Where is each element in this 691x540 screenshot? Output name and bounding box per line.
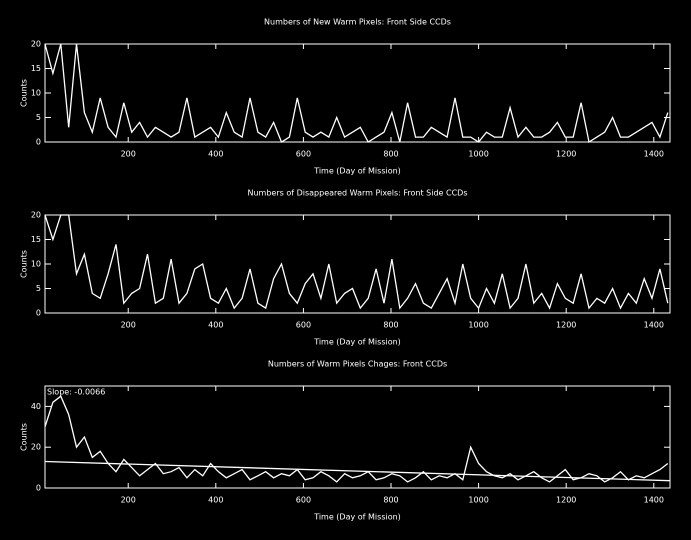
y-axis-label: Counts xyxy=(20,250,29,278)
x-axis-label: Time (Day of Mission) xyxy=(313,167,401,176)
x-tick-label: 400 xyxy=(208,321,223,330)
x-tick-label: 1200 xyxy=(556,321,576,330)
x-tick-label: 600 xyxy=(296,496,311,505)
plot-frame xyxy=(44,43,671,143)
x-tick-label: 1200 xyxy=(556,496,576,505)
x-tick-label: 600 xyxy=(296,150,311,159)
plot-frame xyxy=(44,214,671,314)
y-tick-label: 5 xyxy=(36,284,41,293)
x-tick-label: 200 xyxy=(121,321,136,330)
x-tick-label: 1000 xyxy=(468,496,488,505)
x-tick-label: 200 xyxy=(121,150,136,159)
y-tick-label: 20 xyxy=(31,40,41,49)
y-tick-label: 10 xyxy=(31,89,41,98)
fit-line xyxy=(44,460,671,482)
chart-title: Numbers of Disappeared Warm Pixels: Fron… xyxy=(247,189,467,198)
y-tick-label: 15 xyxy=(31,64,41,73)
x-tick-label: 200 xyxy=(121,496,136,505)
x-tick-label: 800 xyxy=(383,321,398,330)
x-tick-label: 800 xyxy=(383,496,398,505)
x-axis-label: Time (Day of Mission) xyxy=(313,513,401,522)
y-tick-label: 10 xyxy=(31,260,41,269)
x-tick-label: 1000 xyxy=(468,150,488,159)
y-tick-label: 0 xyxy=(36,138,41,147)
y-tick-label: 0 xyxy=(36,309,41,318)
y-tick-label: 20 xyxy=(31,211,41,220)
x-axis-label: Time (Day of Mission) xyxy=(313,338,401,347)
y-tick-label: 0 xyxy=(36,484,41,493)
data-line xyxy=(44,214,669,310)
x-tick-label: 1400 xyxy=(644,321,664,330)
x-tick-label: 1000 xyxy=(468,321,488,330)
y-axis-label: Counts xyxy=(20,423,29,451)
y-tick-label: 20 xyxy=(31,443,41,452)
y-tick-label: 40 xyxy=(31,402,41,411)
data-line xyxy=(44,43,669,144)
y-axis-label: Counts xyxy=(20,79,29,107)
chart-title: Numbers of New Warm Pixels: Front Side C… xyxy=(264,18,451,27)
y-tick-label: 5 xyxy=(36,113,41,122)
x-tick-label: 600 xyxy=(296,321,311,330)
x-tick-label: 1400 xyxy=(644,496,664,505)
plot-frame xyxy=(44,385,671,489)
annotation: Slope: -0.0066 xyxy=(47,388,105,397)
y-tick-label: 15 xyxy=(31,235,41,244)
x-tick-label: 800 xyxy=(383,150,398,159)
x-tick-label: 1200 xyxy=(556,150,576,159)
x-tick-label: 400 xyxy=(208,496,223,505)
x-tick-label: 1400 xyxy=(644,150,664,159)
chart-title: Numbers of Warm Pixels Chages: Front CCD… xyxy=(268,360,447,369)
data-line xyxy=(44,395,669,483)
x-tick-label: 400 xyxy=(208,150,223,159)
